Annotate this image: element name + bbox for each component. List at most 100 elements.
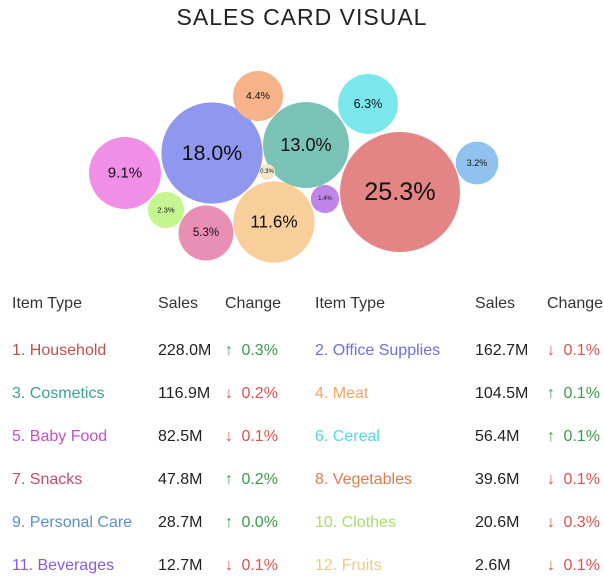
bubble[interactable] — [340, 132, 460, 252]
item-change: ↓ 0.1% — [547, 458, 604, 501]
row-spacer — [0, 372, 12, 415]
change-value: 0.1% — [559, 428, 600, 445]
bubble[interactable] — [89, 137, 161, 209]
item-sales: 20.6M — [475, 514, 520, 531]
bubble[interactable] — [232, 70, 284, 122]
change-value: 0.1% — [237, 428, 278, 445]
item-sales: 162.7M — [475, 342, 529, 359]
col-header-sales-2: Sales — [475, 295, 516, 312]
arrow-down-icon: ↓ — [225, 557, 233, 574]
arrow-up-icon: ↑ — [547, 385, 555, 402]
item-sales: 12.7M — [158, 557, 203, 574]
change-value: 0.3% — [237, 342, 278, 359]
bubble-label: 4.4% — [246, 90, 270, 102]
item-sales: 82.5M — [158, 428, 203, 445]
bubble[interactable] — [455, 141, 499, 185]
bubble[interactable] — [259, 164, 275, 180]
item-sales: 47.8M — [158, 471, 203, 488]
item-change: ↓ 0.1% — [547, 544, 604, 587]
row-spacer — [0, 329, 12, 372]
change-value: 0.1% — [559, 385, 600, 402]
bubble-label: 11.6% — [250, 213, 297, 232]
bubble[interactable] — [310, 184, 340, 214]
item-change: ↑ 0.1% — [547, 415, 604, 458]
item-sales: 56.4M — [475, 428, 520, 445]
bubble-label: 13.0% — [280, 135, 331, 155]
change-value: 0.2% — [237, 471, 278, 488]
bubble-chart: 18.0% 13.0% 25.3% 4.4% 6.3% 9.1% 3.2% 11.6% 5.3%… — [89, 70, 499, 263]
arrow-up-icon: ↑ — [225, 342, 233, 359]
item-sales: 28.7M — [158, 514, 203, 531]
arrow-up-icon: ↑ — [547, 428, 555, 445]
item-name: 3. Cosmetics — [12, 385, 105, 402]
change-value: 0.2% — [237, 385, 278, 402]
bubble-label: 9.1% — [108, 165, 142, 182]
col-header-item-type-2: Item Type — [315, 295, 385, 312]
item-change: ↓ 0.1% — [225, 415, 315, 458]
bubble[interactable] — [262, 101, 350, 189]
bubble-label: 5.3% — [193, 227, 219, 239]
item-sales: 2.6M — [475, 557, 511, 574]
item-change: ↑ 0.0% — [225, 501, 315, 544]
col-header-change: Change — [225, 295, 282, 312]
change-value: 0.1% — [559, 471, 600, 488]
arrow-down-icon: ↓ — [547, 514, 555, 531]
bubble-label: 0.3% — [260, 169, 274, 175]
arrow-down-icon: ↓ — [547, 557, 555, 574]
bubble[interactable] — [147, 191, 185, 229]
bubble[interactable] — [233, 181, 315, 263]
item-name: 8. Vegetables — [315, 471, 412, 488]
chart-title: SALES CARD VISUAL — [176, 4, 428, 30]
bubble-label: 6.3% — [354, 97, 383, 111]
item-name: 9. Personal Care — [12, 514, 133, 531]
item-name: 12. Fruits — [315, 557, 382, 574]
item-sales: 116.9M — [158, 385, 211, 402]
arrow-up-icon: ↑ — [225, 471, 233, 488]
change-value: 0.1% — [559, 342, 600, 359]
item-name: 6. Cereal — [315, 428, 380, 445]
row-spacer — [0, 458, 12, 501]
item-name: 1. Household — [12, 342, 107, 359]
item-sales: 39.6M — [475, 471, 520, 488]
col-header-item-type: Item Type — [12, 295, 82, 312]
bubble-label: 18.0% — [182, 141, 242, 165]
arrow-down-icon: ↓ — [547, 471, 555, 488]
change-value: 0.0% — [237, 514, 278, 531]
bubble[interactable] — [338, 74, 398, 134]
arrow-down-icon: ↓ — [225, 428, 233, 445]
bubble-label: 2.3% — [157, 206, 175, 215]
item-change: ↓ 0.1% — [225, 544, 315, 587]
item-name: 10. Clothes — [315, 514, 396, 531]
item-change: ↑ 0.1% — [547, 372, 604, 415]
item-change: ↓ 0.1% — [547, 329, 604, 372]
row-spacer — [0, 544, 12, 587]
item-name: 2. Office Supplies — [315, 342, 441, 359]
item-change: ↑ 0.2% — [225, 458, 315, 501]
arrow-down-icon: ↓ — [225, 385, 233, 402]
item-change: ↑ 0.3% — [225, 329, 315, 372]
row-spacer — [0, 501, 12, 544]
sales-table: Item Type Sales Change Item Type Sales C… — [0, 286, 604, 587]
arrow-up-icon: ↑ — [225, 514, 233, 531]
change-value: 0.1% — [559, 557, 600, 574]
bubble[interactable] — [161, 102, 263, 204]
col-header-change-2: Change — [547, 295, 604, 312]
item-change: ↓ 0.2% — [225, 372, 315, 415]
item-name: 11. Beverages — [12, 557, 114, 574]
bubble[interactable] — [178, 205, 234, 261]
item-name: 5. Baby Food — [12, 428, 108, 445]
bubble-label: 3.2% — [467, 158, 488, 168]
bubble-label: 25.3% — [364, 178, 435, 206]
row-spacer — [0, 415, 12, 458]
change-value: 0.3% — [559, 514, 600, 531]
item-name: 4. Meat — [315, 385, 369, 402]
col-header-sales: Sales — [158, 295, 199, 312]
item-sales: 104.5M — [475, 385, 529, 402]
item-name: 7. Snacks — [12, 471, 83, 488]
item-sales: 228.0M — [158, 342, 212, 359]
item-change: ↓ 0.3% — [547, 501, 604, 544]
bubble-label: 1.4% — [318, 196, 332, 202]
change-value: 0.1% — [237, 557, 278, 574]
arrow-down-icon: ↓ — [547, 342, 555, 359]
